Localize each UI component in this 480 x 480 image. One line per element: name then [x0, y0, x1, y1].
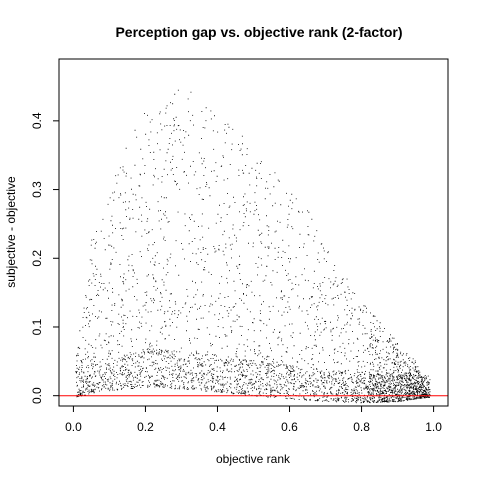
x-tick-label: 0.6 — [281, 420, 298, 434]
x-tick-label: 0.8 — [353, 420, 370, 434]
y-axis-label: subjective - objective — [4, 176, 18, 288]
y-tick-label: 0.2 — [30, 250, 44, 267]
data-points — [75, 89, 431, 404]
x-tick-label: 1.0 — [425, 420, 442, 434]
scatter-points-path — [75, 89, 431, 404]
x-tick-label: 0.2 — [137, 420, 154, 434]
y-tick-label: 0.0 — [30, 387, 44, 404]
y-tick-label: 0.4 — [30, 112, 44, 129]
y-axis: 0.0 0.1 0.2 0.3 0.4 — [30, 112, 60, 404]
y-tick-label: 0.1 — [30, 318, 44, 335]
chart-title: Perception gap vs. objective rank (2-fac… — [115, 24, 402, 40]
x-tick-label: 0.4 — [209, 420, 226, 434]
x-axis: 0.0 0.2 0.4 0.6 0.8 1.0 — [65, 405, 442, 434]
x-axis-label: objective rank — [216, 452, 291, 466]
y-tick-label: 0.3 — [30, 181, 44, 198]
x-tick-label: 0.0 — [65, 420, 82, 434]
